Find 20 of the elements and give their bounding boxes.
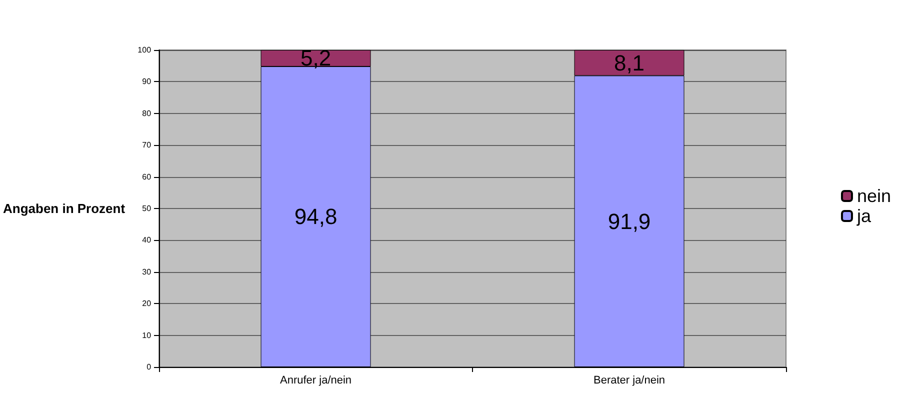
- y-axis-title: Angaben in Prozent: [3, 201, 126, 216]
- legend-label: nein: [856, 186, 891, 206]
- data-label: 8,1: [614, 50, 645, 76]
- y-tick-label: 100: [138, 46, 152, 54]
- x-tick-label: Anrufer ja/nein: [280, 374, 352, 386]
- data-label: 91,9: [608, 208, 651, 234]
- data-label: 5,2: [300, 46, 332, 71]
- y-tick-label: 0: [146, 362, 152, 372]
- y-tick-label: 60: [142, 172, 152, 182]
- y-tick-label: 80: [142, 108, 152, 118]
- y-tick-label: 10: [142, 330, 152, 340]
- y-tick-label: 90: [142, 77, 152, 86]
- y-tick-label: 70: [142, 140, 152, 150]
- legend-label: ja: [856, 206, 872, 226]
- x-tick-label: Berater ja/nein: [593, 374, 666, 386]
- y-tick-label: 50: [142, 204, 152, 213]
- data-label: 94,8: [294, 204, 338, 230]
- y-tick-label: 30: [142, 267, 152, 276]
- y-tick-label: 40: [142, 236, 152, 245]
- y-tick-label: 20: [142, 299, 152, 308]
